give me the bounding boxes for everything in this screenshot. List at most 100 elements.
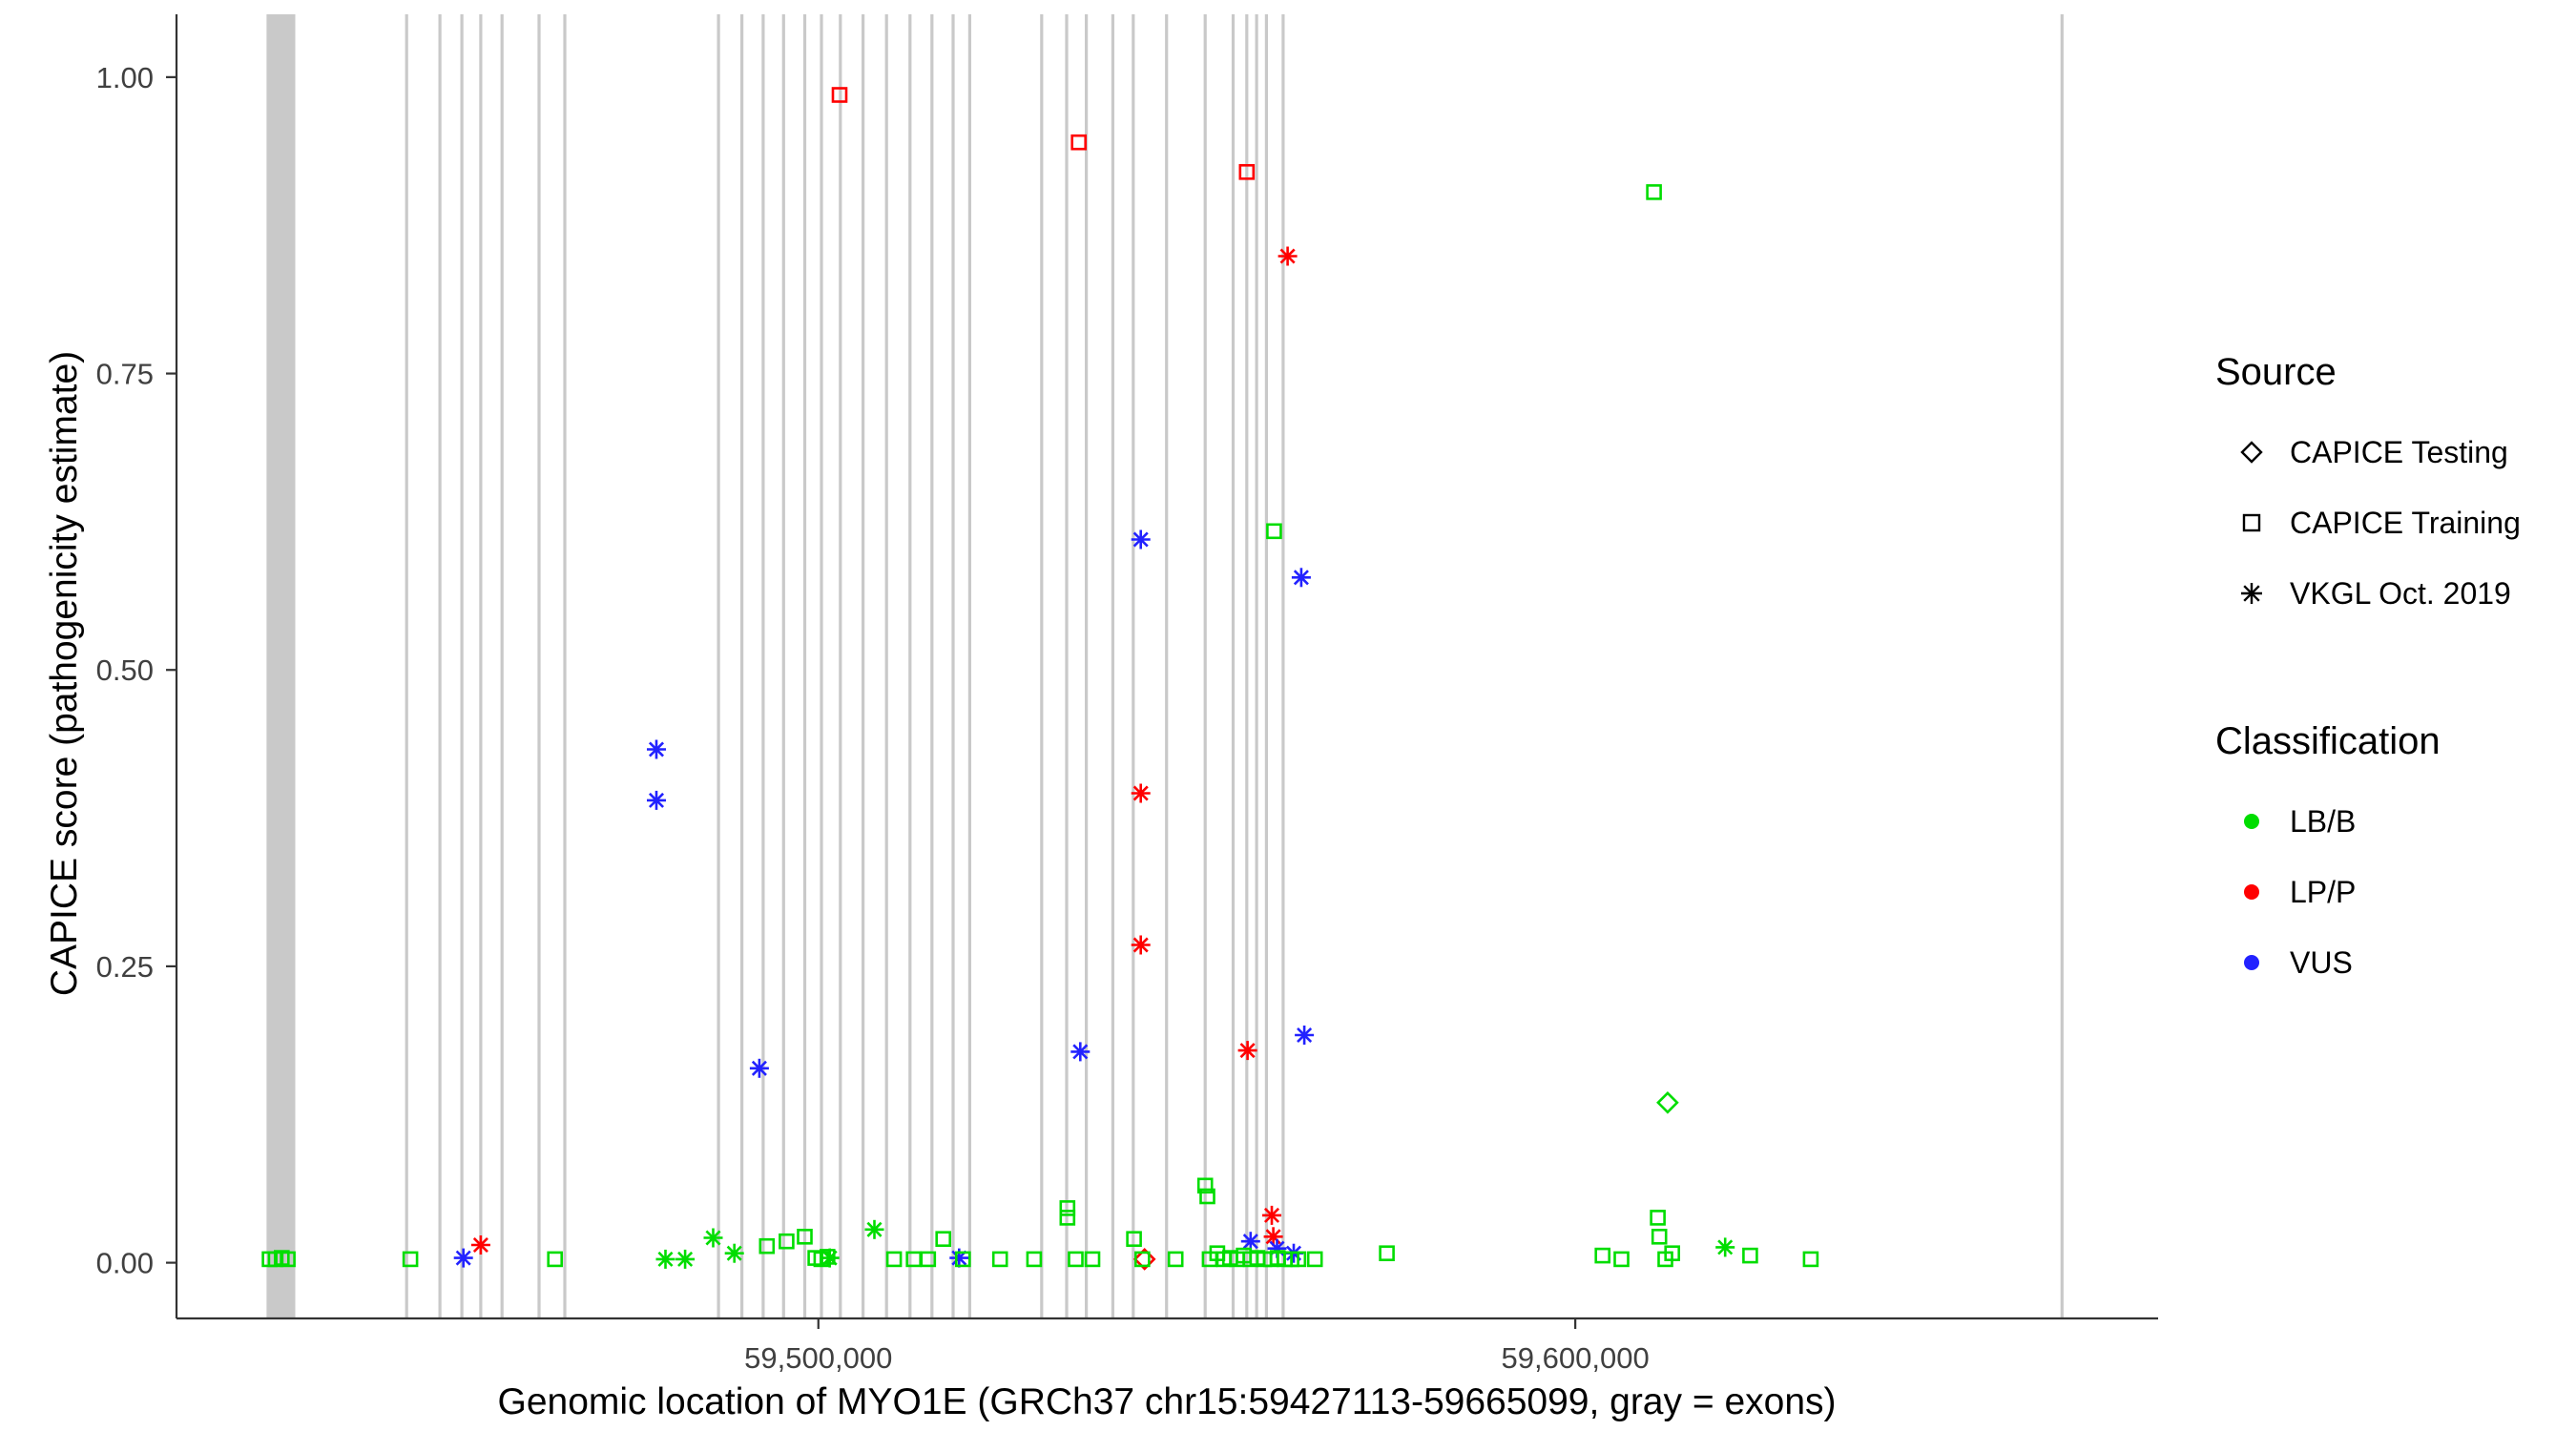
legend-item-lpp: LP/P (2215, 857, 2521, 927)
exon-band (537, 14, 541, 1318)
data-point-square (1664, 1245, 1680, 1261)
data-point-diamond (1656, 1090, 1679, 1114)
data-point-square (831, 87, 848, 103)
exon-band (563, 14, 567, 1318)
exon-band (781, 14, 785, 1318)
legend: Source CAPICE Testing CAPICE Training (2215, 351, 2521, 998)
data-point-asterisk (864, 1219, 884, 1239)
exon-band (839, 14, 842, 1318)
legend-item-label: VKGL Oct. 2019 (2290, 575, 2511, 611)
asterisk-stroke (648, 741, 665, 757)
data-point-square (779, 1233, 795, 1250)
data-point-square (547, 1251, 564, 1268)
exon-band (1231, 14, 1236, 1318)
exon-band (908, 14, 912, 1318)
legend-item-label: LP/P (2290, 874, 2357, 909)
asterisk-stroke (1132, 937, 1149, 953)
exon-band (717, 14, 720, 1318)
exon-band (951, 14, 955, 1318)
data-point-square (1196, 1177, 1214, 1194)
data-point-square (1306, 1251, 1323, 1268)
data-point-square (1613, 1251, 1630, 1268)
diamond-icon (2233, 433, 2271, 471)
data-point-square (1650, 1210, 1666, 1226)
exon-band (862, 14, 865, 1318)
legend-item-label: CAPICE Testing (2290, 434, 2508, 469)
asterisk-stroke (1265, 1229, 1281, 1245)
data-point-square (280, 1251, 296, 1268)
asterisk-stroke (726, 1245, 742, 1261)
asterisk-stroke (1297, 1027, 1313, 1044)
y-tick-label: 0.50 (96, 653, 154, 687)
legend-item-capice-testing: CAPICE Testing (2215, 417, 2521, 487)
asterisk-stroke (705, 1230, 721, 1246)
green-dot-icon (2233, 802, 2271, 840)
data-point-asterisk (1131, 783, 1151, 803)
legend-classification: Classification LB/B LP/P (2215, 720, 2521, 998)
asterisk-stroke (866, 1221, 883, 1237)
asterisk-stroke (1293, 570, 1309, 586)
data-point-asterisk (1131, 529, 1151, 550)
legend-item-label: VUS (2290, 944, 2353, 980)
exon-band (1281, 14, 1285, 1318)
legend-item-vus: VUS (2215, 927, 2521, 998)
data-point-square (935, 1231, 952, 1247)
data-point-asterisk (1295, 1026, 1315, 1045)
data-point-asterisk (1070, 1042, 1091, 1062)
exon-band (1264, 14, 1268, 1318)
data-point-square (1802, 1251, 1819, 1268)
exon-band (967, 14, 971, 1318)
data-point-asterisk (647, 790, 666, 810)
data-point-asterisk (749, 1058, 769, 1078)
legend-item-capice-training: CAPICE Training (2215, 487, 2521, 558)
exon-band (1040, 14, 1044, 1318)
legend-source: Source CAPICE Testing CAPICE Training (2215, 351, 2521, 629)
y-tick-label: 0.00 (96, 1247, 154, 1280)
data-point-asterisk (655, 1249, 675, 1269)
asterisk-stroke (677, 1251, 694, 1267)
exon-band (761, 14, 765, 1318)
exon-band (1255, 14, 1258, 1318)
legend-item-label: LB/B (2290, 803, 2357, 839)
y-tick-label: 1.00 (96, 61, 154, 94)
exon-band (740, 14, 744, 1318)
data-point-square (819, 1249, 836, 1265)
exon-band (500, 14, 504, 1318)
data-point-square (954, 1251, 971, 1268)
asterisk-stroke (472, 1236, 488, 1254)
data-point-diamond (1132, 1248, 1156, 1271)
legend-source-title: Source (2215, 351, 2337, 393)
y-tick-label: 0.25 (96, 950, 154, 984)
asterisk-stroke (1132, 531, 1149, 548)
x-tick-label: 59,500,000 (744, 1341, 892, 1375)
data-point-square (758, 1237, 776, 1255)
data-point-square (1026, 1251, 1043, 1268)
x-tick-label: 59,600,000 (1502, 1341, 1650, 1375)
data-point-asterisk (1131, 935, 1151, 955)
legend-classification-title: Classification (2215, 720, 2441, 762)
exon-band (1132, 14, 1135, 1318)
asterisk-stroke (1242, 1234, 1258, 1250)
data-point-asterisk (949, 1248, 969, 1268)
data-point-square (1068, 1251, 1084, 1268)
exon-band (1085, 14, 1089, 1318)
data-point-square (1070, 134, 1087, 151)
data-point-asterisk (724, 1243, 744, 1263)
data-point-asterisk (1237, 1041, 1257, 1061)
exon-band (1245, 14, 1249, 1318)
data-point-square (1126, 1231, 1142, 1247)
exon-band (438, 14, 442, 1318)
asterisk-stroke (455, 1250, 471, 1266)
data-point-square (1646, 184, 1662, 200)
data-point-asterisk (1715, 1237, 1735, 1257)
blue-dot-icon (2233, 944, 2271, 982)
data-point-asterisk (703, 1228, 723, 1248)
legend-item-vkgl: VKGL Oct. 2019 (2215, 558, 2521, 629)
square-icon (2233, 504, 2271, 542)
exon-band (802, 14, 807, 1318)
y-tick-label: 0.75 (96, 358, 154, 391)
data-point-square (991, 1251, 1008, 1268)
data-point-square (1134, 1251, 1151, 1268)
exon-band (266, 14, 296, 1318)
data-point-asterisk (453, 1248, 473, 1268)
